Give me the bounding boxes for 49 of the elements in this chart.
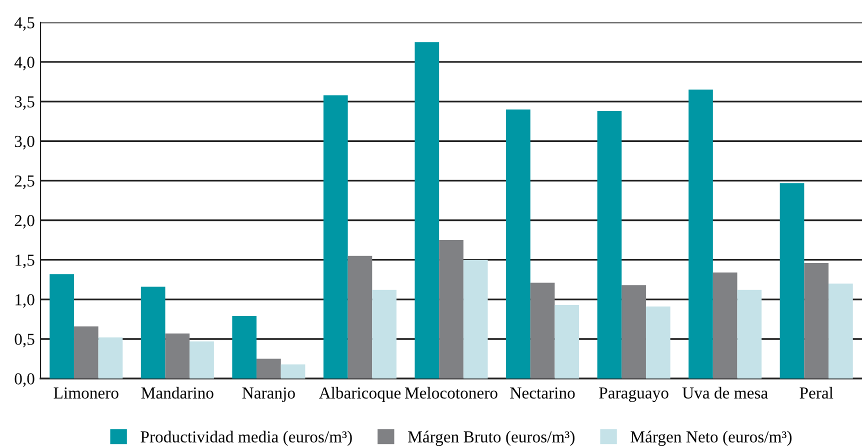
y-tick-label: 2,5 — [14, 175, 34, 190]
bar — [232, 316, 257, 379]
bar — [280, 364, 306, 379]
bar — [712, 272, 738, 379]
x-tick-label: Peral — [800, 386, 834, 399]
y-tick-label: 2,0 — [14, 214, 34, 229]
bar — [828, 284, 853, 379]
bar — [646, 306, 670, 379]
x-tick-label: Nectarino — [510, 387, 575, 399]
y-tick-label: 0,5 — [14, 334, 34, 348]
bar — [622, 285, 646, 379]
bar — [530, 282, 555, 379]
x-tick-label: Uva de mesa — [682, 386, 768, 399]
x-tick-label: Melocotonero — [404, 386, 498, 399]
bar — [256, 358, 281, 379]
y-tick-label: 1,0 — [16, 294, 34, 308]
bar — [414, 42, 440, 379]
bar — [372, 290, 396, 379]
bar — [98, 337, 123, 379]
bar — [439, 240, 464, 379]
legend-label: Márgen Neto (euros/m³) — [630, 430, 792, 446]
legend-label: Productividad media (euros/m³) — [140, 430, 352, 446]
bar — [737, 290, 762, 379]
bar — [554, 304, 580, 379]
bar — [74, 326, 98, 379]
bar — [597, 111, 622, 379]
bar — [463, 260, 488, 379]
y-tick-label: 3,5 — [14, 96, 34, 110]
y-tick-label: 1,5 — [16, 254, 34, 268]
legend-label: Márgen Bruto (euros/m³) — [408, 430, 574, 446]
x-tick-label: Limonero — [54, 387, 118, 399]
bar — [780, 183, 804, 379]
bar — [688, 90, 713, 379]
bar — [348, 256, 372, 379]
bar — [323, 95, 348, 379]
x-tick-label: Naranjo — [242, 387, 295, 402]
y-tick-label: 3,0 — [14, 136, 34, 150]
x-tick-label: Paraguayo — [599, 387, 668, 402]
x-tick-label: Mandarino — [141, 386, 214, 399]
bar — [804, 263, 829, 379]
bar — [50, 274, 74, 379]
y-tick-label: 4,0 — [14, 56, 34, 70]
bar — [190, 341, 214, 379]
y-tick-label: 4,5 — [14, 17, 34, 31]
y-tick-label: 0,0 — [14, 373, 34, 387]
bar — [140, 286, 166, 379]
x-tick-label: Albaricoque — [318, 386, 401, 402]
bar — [165, 333, 190, 379]
bar — [506, 109, 530, 379]
